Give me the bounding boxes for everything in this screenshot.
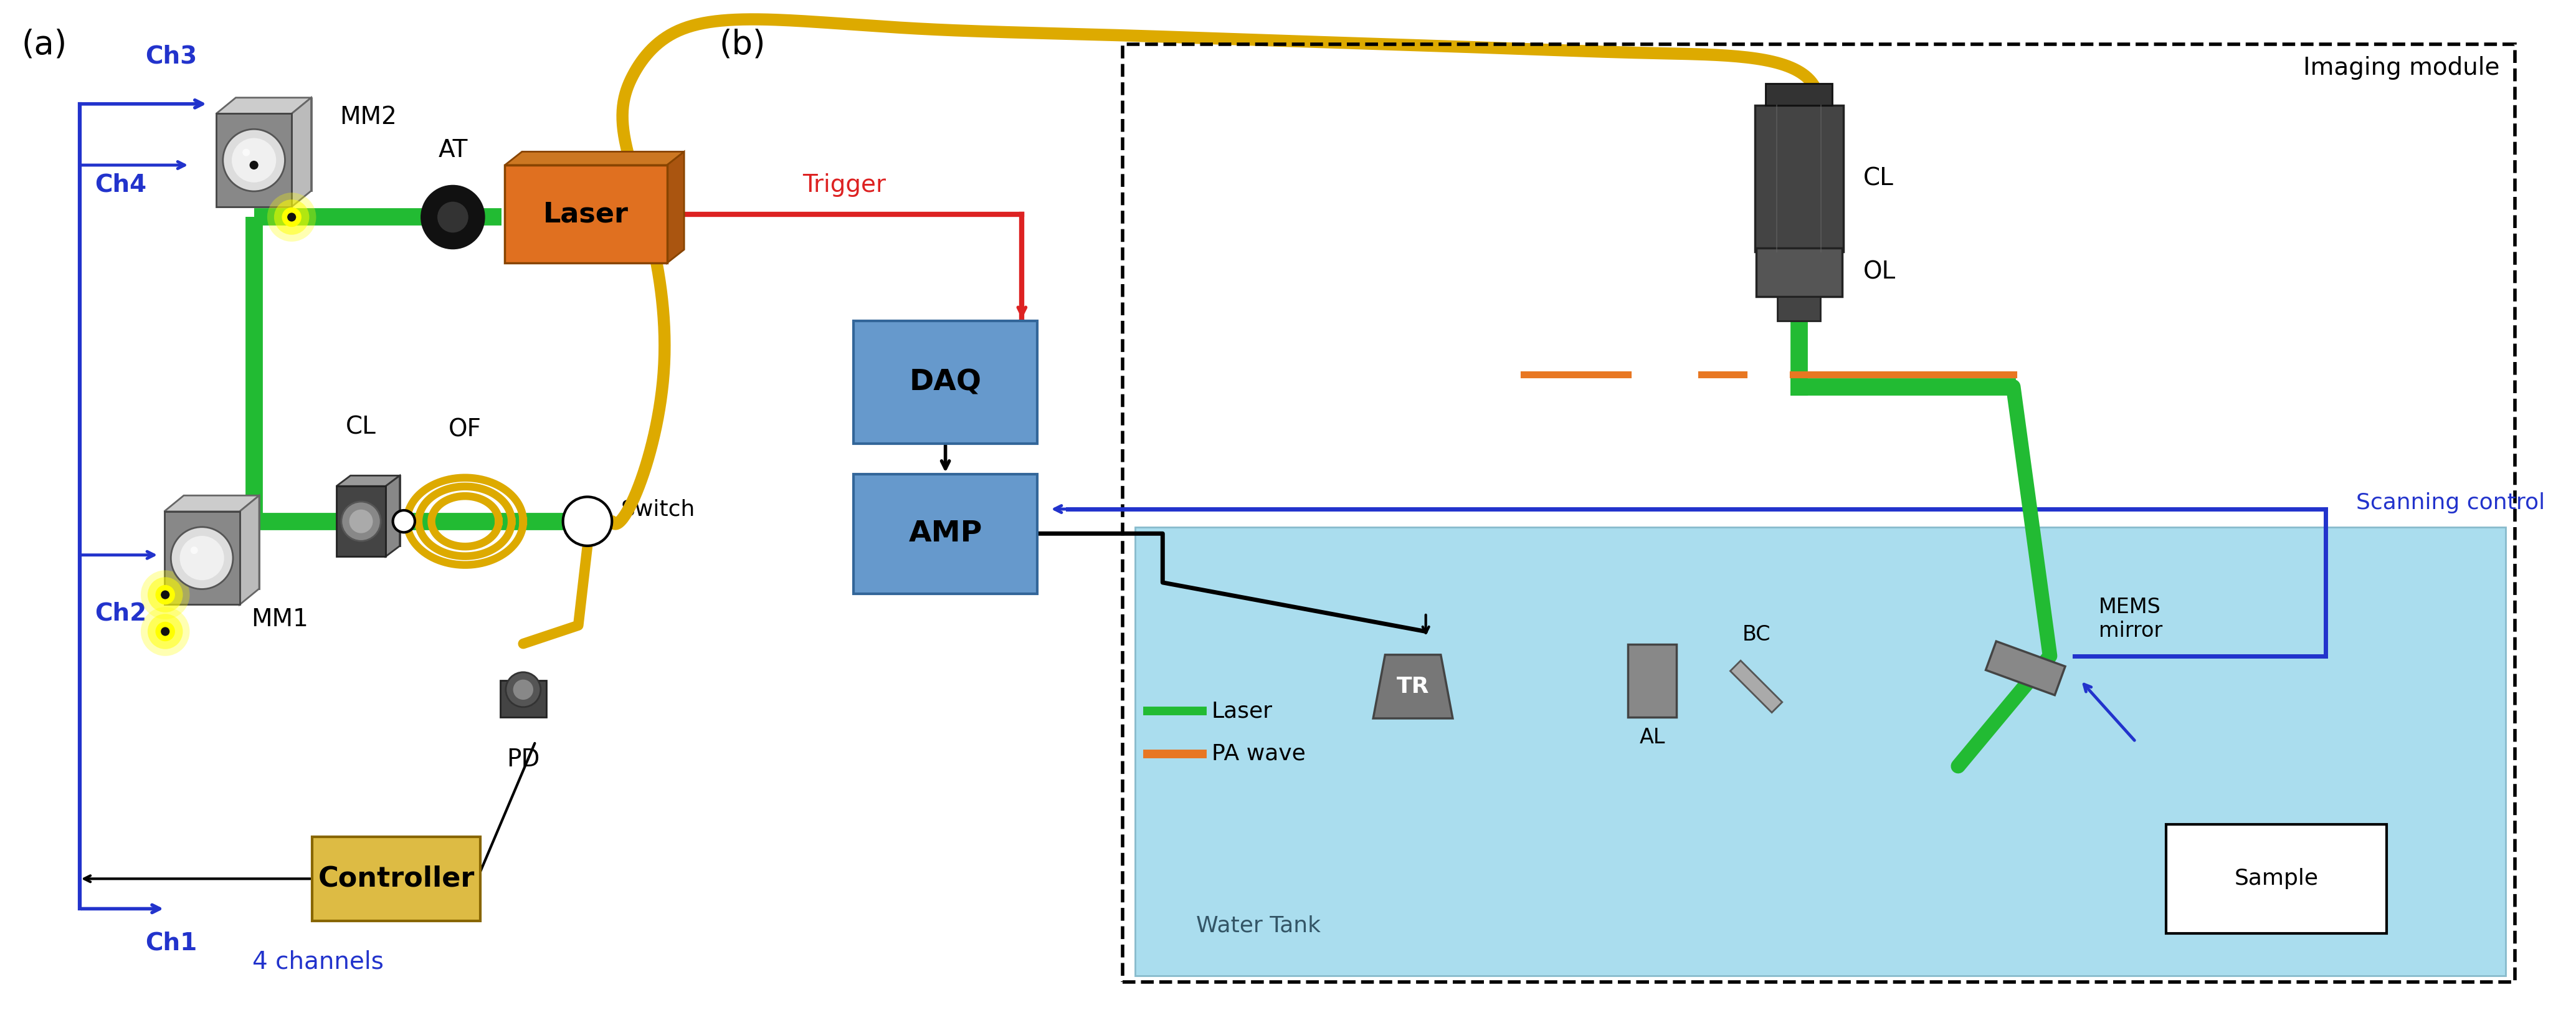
Polygon shape	[337, 487, 386, 557]
FancyBboxPatch shape	[1757, 248, 1842, 297]
FancyBboxPatch shape	[500, 680, 546, 717]
Text: AMP: AMP	[909, 520, 981, 548]
Polygon shape	[1986, 642, 2066, 696]
Circle shape	[180, 536, 224, 580]
Polygon shape	[165, 511, 240, 605]
Text: Controller: Controller	[317, 865, 474, 892]
Circle shape	[350, 510, 374, 533]
Circle shape	[289, 213, 296, 221]
Polygon shape	[216, 98, 312, 113]
Text: MM1: MM1	[250, 608, 309, 631]
Text: BC: BC	[1741, 624, 1770, 645]
FancyBboxPatch shape	[1777, 297, 1821, 321]
FancyBboxPatch shape	[853, 321, 1038, 444]
Circle shape	[237, 148, 270, 183]
Circle shape	[142, 607, 191, 656]
Polygon shape	[1373, 655, 1453, 718]
Text: Water Tank: Water Tank	[1195, 915, 1321, 936]
Circle shape	[170, 527, 232, 590]
Polygon shape	[291, 98, 312, 207]
Circle shape	[232, 138, 276, 183]
Circle shape	[229, 141, 278, 190]
Text: Switch: Switch	[621, 499, 696, 519]
Circle shape	[155, 622, 175, 642]
Circle shape	[245, 155, 263, 174]
Circle shape	[160, 591, 170, 599]
Circle shape	[273, 200, 309, 235]
Text: PA wave: PA wave	[1211, 744, 1306, 765]
FancyBboxPatch shape	[1136, 527, 2506, 976]
Text: Sample: Sample	[2233, 868, 2318, 889]
Polygon shape	[240, 496, 260, 605]
Text: MEMS
mirror: MEMS mirror	[2099, 597, 2164, 642]
Text: (b): (b)	[719, 29, 765, 61]
FancyBboxPatch shape	[1765, 84, 1832, 105]
Polygon shape	[1731, 661, 1783, 713]
FancyBboxPatch shape	[312, 836, 479, 921]
Text: Imaging module: Imaging module	[2303, 56, 2499, 80]
Circle shape	[160, 627, 170, 635]
Text: CL: CL	[345, 415, 376, 439]
Polygon shape	[350, 475, 399, 546]
Polygon shape	[386, 475, 399, 557]
Text: Trigger: Trigger	[804, 173, 886, 197]
Text: Laser: Laser	[1211, 701, 1273, 721]
Circle shape	[564, 497, 613, 546]
Circle shape	[224, 130, 286, 192]
FancyBboxPatch shape	[1754, 105, 1844, 252]
Text: (a): (a)	[21, 29, 67, 61]
Polygon shape	[216, 113, 291, 207]
FancyBboxPatch shape	[853, 474, 1038, 594]
Text: MM2: MM2	[340, 105, 397, 130]
Polygon shape	[1628, 644, 1677, 717]
Text: Ch2: Ch2	[95, 602, 147, 625]
FancyBboxPatch shape	[505, 165, 667, 263]
Circle shape	[191, 547, 198, 554]
Circle shape	[420, 186, 484, 249]
Text: PD: PD	[507, 748, 541, 771]
Text: OF: OF	[448, 418, 482, 442]
Text: CL: CL	[1862, 166, 1893, 191]
Polygon shape	[667, 152, 685, 263]
Text: DAQ: DAQ	[909, 368, 981, 397]
Text: OL: OL	[1862, 260, 1896, 284]
Circle shape	[343, 502, 381, 541]
Circle shape	[394, 510, 415, 532]
Text: Ch4: Ch4	[95, 172, 147, 197]
Text: Laser: Laser	[544, 201, 629, 227]
Text: AT: AT	[438, 139, 469, 162]
Text: Ch1: Ch1	[144, 931, 198, 955]
Polygon shape	[165, 496, 260, 511]
Polygon shape	[337, 475, 399, 487]
Polygon shape	[183, 496, 260, 589]
Circle shape	[281, 207, 301, 226]
Polygon shape	[237, 98, 312, 191]
Text: Ch3: Ch3	[144, 45, 198, 68]
Circle shape	[147, 614, 183, 649]
FancyBboxPatch shape	[2166, 824, 2385, 933]
Text: TR: TR	[1396, 676, 1430, 697]
Circle shape	[155, 585, 175, 605]
Circle shape	[147, 577, 183, 612]
Text: 4 channels: 4 channels	[252, 950, 384, 973]
Circle shape	[513, 679, 533, 700]
Polygon shape	[505, 152, 685, 165]
Circle shape	[505, 672, 541, 707]
Circle shape	[268, 193, 317, 242]
Circle shape	[142, 570, 191, 619]
Circle shape	[242, 149, 250, 156]
Text: Scanning control: Scanning control	[2357, 493, 2545, 513]
Text: AL: AL	[1638, 727, 1664, 748]
Circle shape	[250, 161, 258, 169]
Circle shape	[438, 201, 469, 233]
